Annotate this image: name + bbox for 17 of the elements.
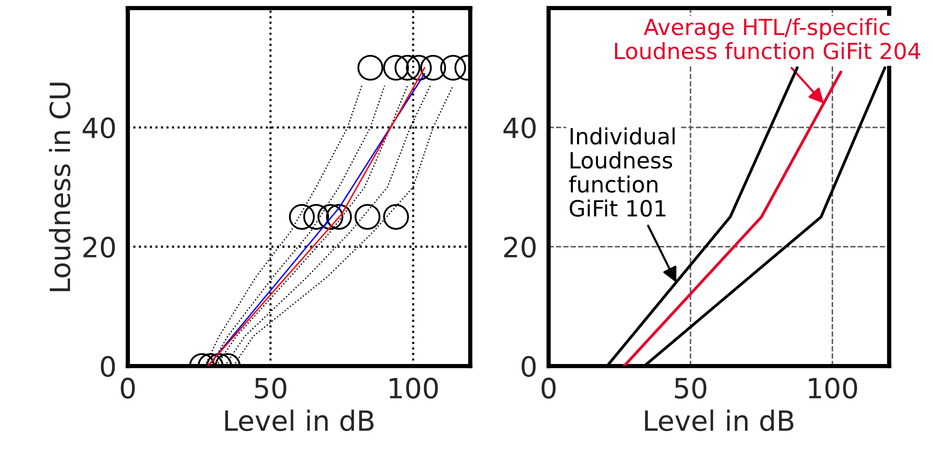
- x-axis-title: Level in dB: [225, 410, 374, 432]
- y-tick-label: 20: [504, 236, 536, 258]
- x-tick-label: 100: [390, 378, 438, 399]
- x-axis-title: Level in dB: [645, 410, 794, 432]
- y-tick-label: 0: [100, 356, 115, 377]
- y-tick-label: 0: [522, 356, 536, 377]
- y-tick-label: 40: [504, 117, 536, 138]
- annotation: Average HTL/f-specific Loudness function GiFit 204: [615, 18, 920, 60]
- x-tick-label: 0: [120, 378, 135, 399]
- x-tick-label: 50: [254, 378, 286, 399]
- x-tick-label: 50: [674, 378, 706, 399]
- y-tick-label: 40: [82, 117, 115, 138]
- y-tick-label: 20: [83, 236, 115, 258]
- x-tick-label: 100: [808, 378, 858, 399]
- y-axis-title: Loudness in CU: [48, 82, 70, 292]
- annotation: Individual Loudness function GiFit 101: [568, 127, 675, 217]
- x-tick-label: 0: [542, 378, 556, 399]
